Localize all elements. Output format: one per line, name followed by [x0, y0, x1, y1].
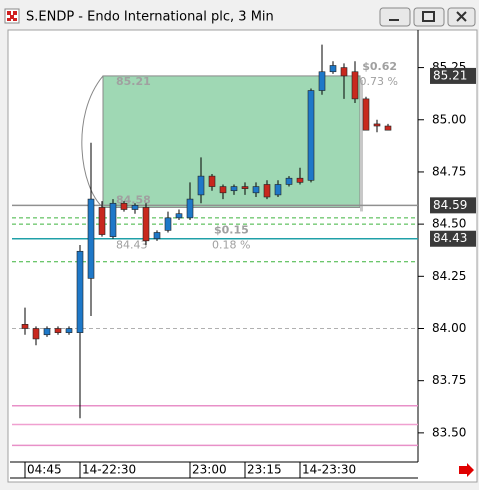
candle-body [98, 207, 106, 235]
candle-body [241, 186, 249, 189]
price-marker-label: 84.43 [433, 231, 467, 245]
measure-change: $0.62 [362, 60, 397, 73]
x-tick-label: 04:45 [27, 463, 62, 477]
candle-body [109, 202, 117, 237]
x-tick-label: 23:00 [192, 463, 227, 477]
measure-box [102, 75, 361, 208]
candle-body [186, 198, 194, 219]
price-marker [430, 230, 476, 247]
y-tick-label: 84.75 [432, 164, 466, 178]
x-tick-label: 23:15 [247, 463, 282, 477]
candle-body [373, 123, 381, 127]
candle-body [87, 198, 95, 279]
candle-body [153, 232, 161, 240]
measure-top-label: 85.21 [116, 75, 151, 88]
candle-body [76, 250, 84, 333]
price-marker-label: 84.59 [433, 198, 467, 212]
price-marker [430, 67, 476, 84]
minimize-button[interactable] [379, 7, 411, 27]
candle-body [32, 328, 40, 340]
candle-body [65, 328, 73, 333]
candle-body [21, 324, 29, 329]
x-tick-label: 14-23:30 [302, 463, 356, 477]
candle-body [142, 207, 150, 242]
candle-body [296, 177, 304, 183]
candle-body [318, 71, 326, 91]
candle-body [307, 90, 315, 181]
y-tick-label: 84.00 [432, 321, 466, 335]
candle-body [340, 67, 348, 77]
candle-body [208, 175, 216, 187]
y-tick-label: 85.00 [432, 112, 466, 126]
scroll-arrow[interactable] [459, 463, 474, 477]
restore-button[interactable] [413, 7, 445, 27]
measure-outline [81, 75, 104, 208]
x-tick-label: 14-22:30 [82, 463, 136, 477]
measure2-bottom-label: 84.43 [116, 239, 148, 252]
measure2-change: $0.15 [214, 224, 249, 237]
candle-body [230, 186, 238, 192]
y-tick-label: 83.50 [432, 425, 466, 439]
candle-body [131, 205, 139, 210]
candle-body [197, 175, 205, 196]
window-title: S.ENDP - Endo International plc, 3 Min [26, 10, 274, 25]
candle-body [384, 125, 392, 131]
y-tick-label: 84.25 [432, 269, 466, 283]
candle-body [54, 328, 62, 333]
candle-body [164, 217, 172, 231]
candle-body [329, 65, 337, 73]
measure-percent: 0.73 % [360, 75, 398, 88]
candle-body [362, 98, 370, 131]
app-icon [4, 8, 20, 24]
candle-body [274, 184, 282, 196]
price-marker-label: 85.21 [433, 68, 467, 82]
measure-shadow [360, 79, 363, 212]
candle-body [175, 213, 183, 219]
y-tick-label: 83.75 [432, 373, 466, 387]
candle-body [285, 177, 293, 185]
candle-body [219, 186, 227, 194]
candle-body [252, 186, 260, 194]
y-tick-label: 84.50 [432, 217, 466, 231]
close-button[interactable] [447, 7, 476, 27]
measure2-percent: 0.18 % [212, 239, 250, 252]
candle-body [43, 328, 51, 336]
candle-body [351, 71, 359, 100]
candle-body [120, 202, 128, 210]
candle-body [263, 184, 271, 198]
price-marker [430, 197, 476, 214]
